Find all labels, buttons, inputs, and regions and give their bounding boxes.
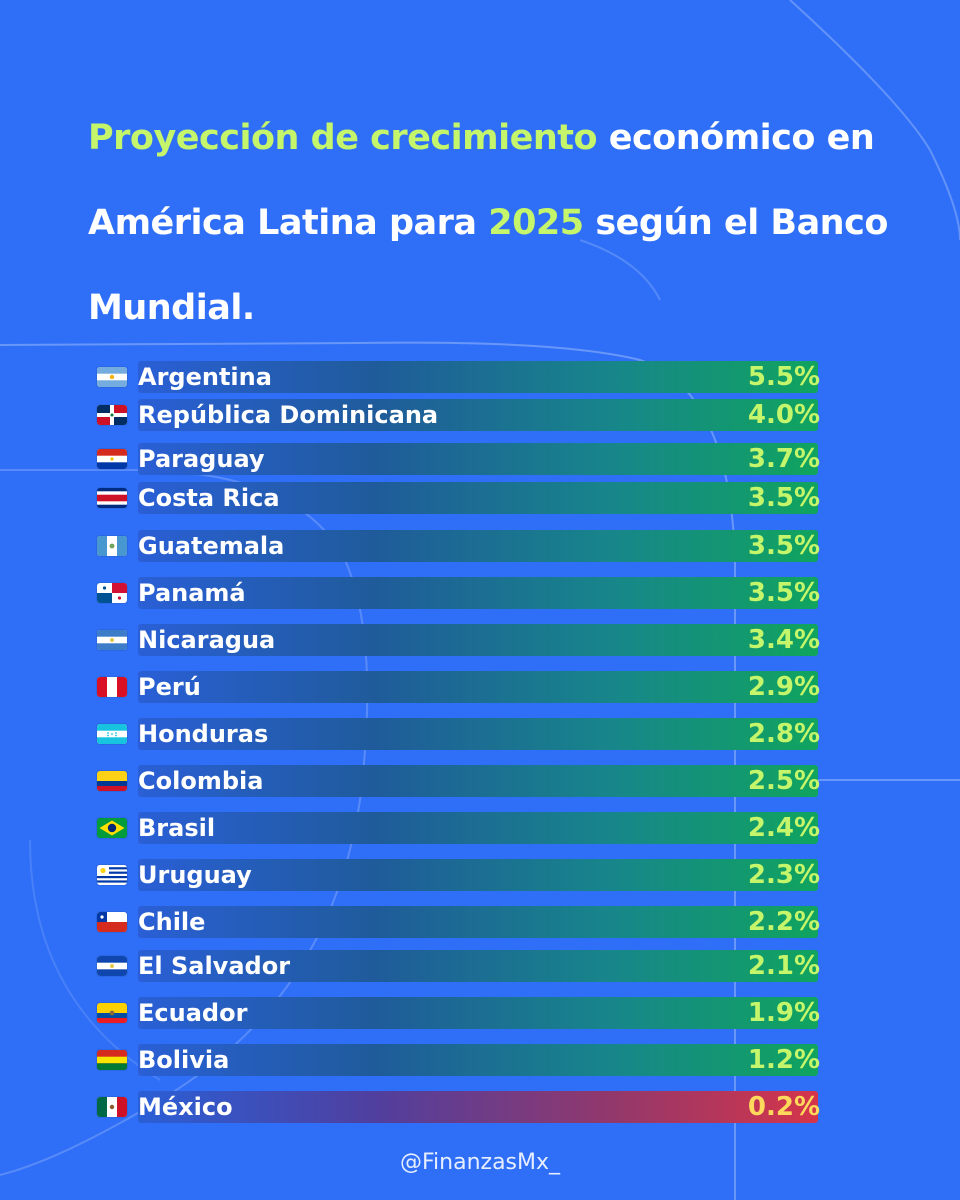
value-label: 3.5% <box>747 483 820 513</box>
title-highlight-growth: Proyección de crecimiento <box>88 118 598 158</box>
value-label: 2.2% <box>747 907 820 937</box>
brazil-flag-icon <box>97 818 127 838</box>
value-label: 3.4% <box>747 625 820 655</box>
value-label: 2.9% <box>747 672 820 702</box>
bar-10 <box>138 765 818 797</box>
bar-8 <box>138 671 818 703</box>
value-label: 2.8% <box>747 719 820 749</box>
costa-rica-flag-icon <box>97 488 127 508</box>
bar-row: Bolivia 1.2% <box>96 1044 822 1076</box>
country-label: Argentina <box>138 363 272 391</box>
bar-row: Chile 2.2% <box>96 906 822 938</box>
bar-14 <box>138 950 818 982</box>
bar-row: Brasil 2.4% <box>96 812 822 844</box>
title-text-2: según el Banco Mundial. <box>88 203 888 328</box>
honduras-flag-icon <box>97 724 127 744</box>
country-label: Brasil <box>138 814 216 842</box>
country-label: Perú <box>138 673 201 701</box>
value-label: 2.5% <box>747 766 820 796</box>
value-label: 1.2% <box>747 1045 820 1075</box>
el-salvador-flag-icon <box>97 956 127 976</box>
title-highlight-year: 2025 <box>488 203 584 243</box>
value-label: 2.4% <box>747 813 820 843</box>
country-label: Ecuador <box>138 999 248 1027</box>
value-label: 2.1% <box>747 951 820 981</box>
country-label: Colombia <box>138 767 264 795</box>
bar-15 <box>138 997 818 1029</box>
value-label: 3.7% <box>747 444 820 474</box>
bar-row: Paraguay 3.7% <box>96 443 822 475</box>
bar-16 <box>138 1044 818 1076</box>
bar-row: Guatemala 3.5% <box>96 530 822 562</box>
dominican-republic-flag-icon <box>97 405 127 425</box>
uruguay-flag-icon <box>97 865 127 885</box>
bar-row: Uruguay 2.3% <box>96 859 822 891</box>
value-label: 1.9% <box>747 998 820 1028</box>
bar-5 <box>138 530 818 562</box>
guatemala-flag-icon <box>97 536 127 556</box>
peru-flag-icon <box>97 677 127 697</box>
bar-4 <box>138 482 818 514</box>
country-label: Nicaragua <box>138 626 276 654</box>
country-label: Panamá <box>138 579 246 607</box>
bar-row: Panamá 3.5% <box>96 577 822 609</box>
country-label: Chile <box>138 908 206 936</box>
country-label: Costa Rica <box>138 484 280 512</box>
country-label: Uruguay <box>138 861 252 889</box>
panama-flag-icon <box>97 583 127 603</box>
country-label: El Salvador <box>138 952 291 980</box>
value-label: 3.5% <box>747 578 820 608</box>
chile-flag-icon <box>97 912 127 932</box>
title-text-1: económico en América Latina para <box>88 118 875 243</box>
bar-row: Colombia 2.5% <box>96 765 822 797</box>
country-label: Honduras <box>138 720 269 748</box>
bar-11 <box>138 812 818 844</box>
colombia-flag-icon <box>97 771 127 791</box>
bolivia-flag-icon <box>97 1050 127 1070</box>
bar-row: Honduras 2.8% <box>96 718 822 750</box>
country-label: Bolivia <box>138 1046 230 1074</box>
bar-row: Argentina 5.5% <box>96 361 822 393</box>
country-label: México <box>138 1093 233 1121</box>
bar-row: República Dominicana 4.0% <box>96 399 822 431</box>
bar-12 <box>138 859 818 891</box>
value-label: 0.2% <box>747 1092 820 1122</box>
footer-handle: @FinanzasMx_ <box>399 1150 561 1175</box>
bar-17 <box>138 1091 818 1123</box>
bar-6 <box>138 577 818 609</box>
paraguay-flag-icon <box>97 449 127 469</box>
value-label: 3.5% <box>747 531 820 561</box>
bar-row: México 0.2% <box>96 1091 822 1123</box>
chart-title: Proyección de crecimiento económico en A… <box>88 96 888 351</box>
value-label: 4.0% <box>747 400 820 430</box>
bar-row: Ecuador 1.9% <box>96 997 822 1029</box>
bar-9 <box>138 718 818 750</box>
nicaragua-flag-icon <box>97 630 127 650</box>
ecuador-flag-icon <box>97 1003 127 1023</box>
value-label: 5.5% <box>747 362 820 392</box>
mexico-flag-icon <box>97 1097 127 1117</box>
bar-row: Perú 2.9% <box>96 671 822 703</box>
country-label: Guatemala <box>138 532 285 560</box>
bar-row: El Salvador 2.1% <box>96 950 822 982</box>
bar-row: Nicaragua 3.4% <box>96 624 822 656</box>
bar-3 <box>138 443 818 475</box>
bar-2 <box>138 399 818 431</box>
argentina-flag-icon <box>97 367 127 387</box>
country-label: República Dominicana <box>138 401 439 429</box>
bar-row: Costa Rica 3.5% <box>96 482 822 514</box>
bar-13 <box>138 906 818 938</box>
bar-7 <box>138 624 818 656</box>
bar-1 <box>138 361 818 393</box>
country-label: Paraguay <box>138 445 265 473</box>
value-label: 2.3% <box>747 860 820 890</box>
